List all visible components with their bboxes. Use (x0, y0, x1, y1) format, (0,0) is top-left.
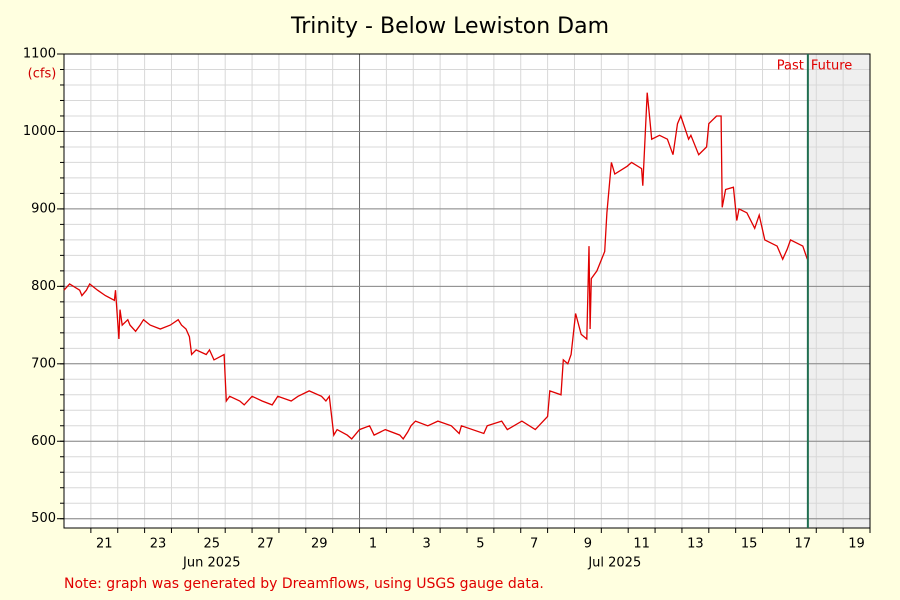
x-tick-label: 21 (96, 537, 113, 552)
future-region (807, 54, 870, 528)
x-tick-label: 15 (741, 537, 758, 552)
x-tick-label: 3 (423, 537, 431, 552)
future-label: Future (811, 59, 852, 74)
chart-title: Trinity - Below Lewiston Dam (290, 14, 609, 39)
flow-line (63, 92, 808, 440)
x-tick-label: 25 (203, 537, 220, 552)
month-label: Jul 2025 (587, 556, 641, 571)
x-tick-label: 29 (311, 537, 328, 552)
y-axis-label: (cfs) (28, 67, 57, 82)
y-tick-label: 1100 (23, 47, 56, 62)
x-tick-label: 27 (257, 537, 274, 552)
x-tick-label: 7 (530, 537, 538, 552)
x-tick-label: 5 (476, 537, 484, 552)
y-tick-label: 700 (31, 356, 56, 371)
x-tick-label: 1 (369, 537, 377, 552)
x-tick-label: 9 (584, 537, 592, 552)
y-tick-label: 600 (31, 434, 56, 449)
x-tick-label: 23 (150, 537, 167, 552)
x-tick-label: 13 (687, 537, 704, 552)
month-label: Jun 2025 (182, 556, 241, 571)
y-tick-label: 900 (31, 201, 56, 216)
x-tick-label: 17 (795, 537, 812, 552)
y-tick-label: 500 (31, 511, 56, 526)
note: Note: graph was generated by Dreamflows,… (64, 576, 544, 592)
x-tick-label: 11 (633, 537, 650, 552)
x-tick-label: 19 (848, 537, 865, 552)
y-tick-label: 1000 (23, 124, 56, 139)
past-label: Past (777, 59, 804, 74)
y-tick-label: 800 (31, 279, 56, 294)
plot-frame (63, 53, 871, 529)
